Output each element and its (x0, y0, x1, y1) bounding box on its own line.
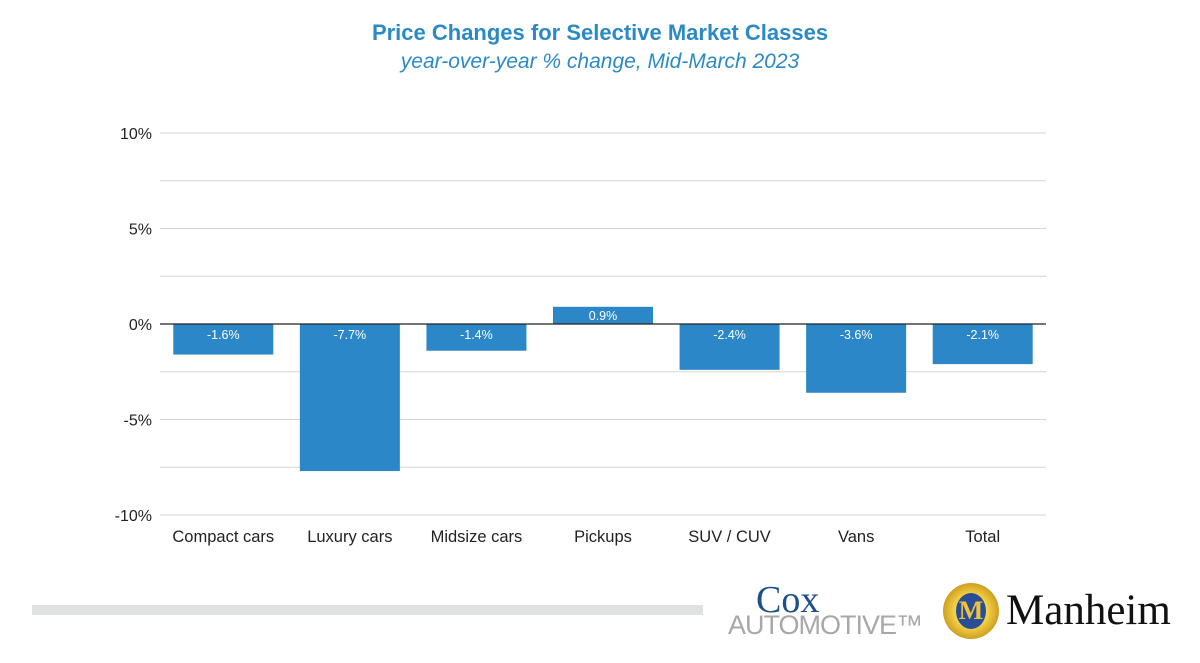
data-label: -1.6% (207, 328, 240, 342)
y-tick-label: 10% (120, 126, 152, 143)
data-label: -3.6% (840, 328, 873, 342)
bar (932, 324, 1033, 365)
automotive-logo-text: AUTOMOTIVE™ (728, 610, 923, 640)
bar (173, 324, 274, 355)
cox-logo-text: Cox (756, 579, 820, 621)
data-label: -7.7% (334, 328, 367, 342)
manheim-logo-text: Manheim (1006, 587, 1171, 634)
x-tick-label: Luxury cars (307, 528, 392, 546)
data-label: 0.9% (589, 309, 618, 323)
cox-automotive-logo: Cox AUTOMOTIVE™ (728, 579, 923, 642)
y-tick-label: 5% (129, 222, 152, 239)
bar (806, 324, 907, 393)
y-tick-label: 0% (129, 317, 152, 334)
chart-title: Price Changes for Selective Market Class… (371, 20, 829, 45)
chart-subtitle: year-over-year % change, Mid-March 2023 (400, 50, 800, 73)
x-tick-label: Total (965, 528, 1000, 546)
x-tick-label: SUV / CUV (688, 528, 771, 546)
y-tick-label: -5% (124, 413, 152, 430)
x-tick-label: Midsize cars (431, 528, 523, 546)
y-tick-label: -10% (115, 508, 152, 525)
bar (553, 306, 653, 324)
x-tick-label: Compact cars (172, 528, 274, 546)
bar (426, 324, 527, 351)
x-tick-label: Vans (838, 528, 874, 546)
footer-bar (32, 605, 703, 615)
bar (299, 324, 400, 472)
data-label: -2.1% (966, 328, 999, 342)
data-label: -2.4% (713, 328, 746, 342)
bar (679, 324, 780, 370)
x-tick-label: Pickups (574, 528, 632, 546)
manheim-logo-icon: M (943, 583, 999, 639)
data-label: -1.4% (460, 328, 493, 342)
